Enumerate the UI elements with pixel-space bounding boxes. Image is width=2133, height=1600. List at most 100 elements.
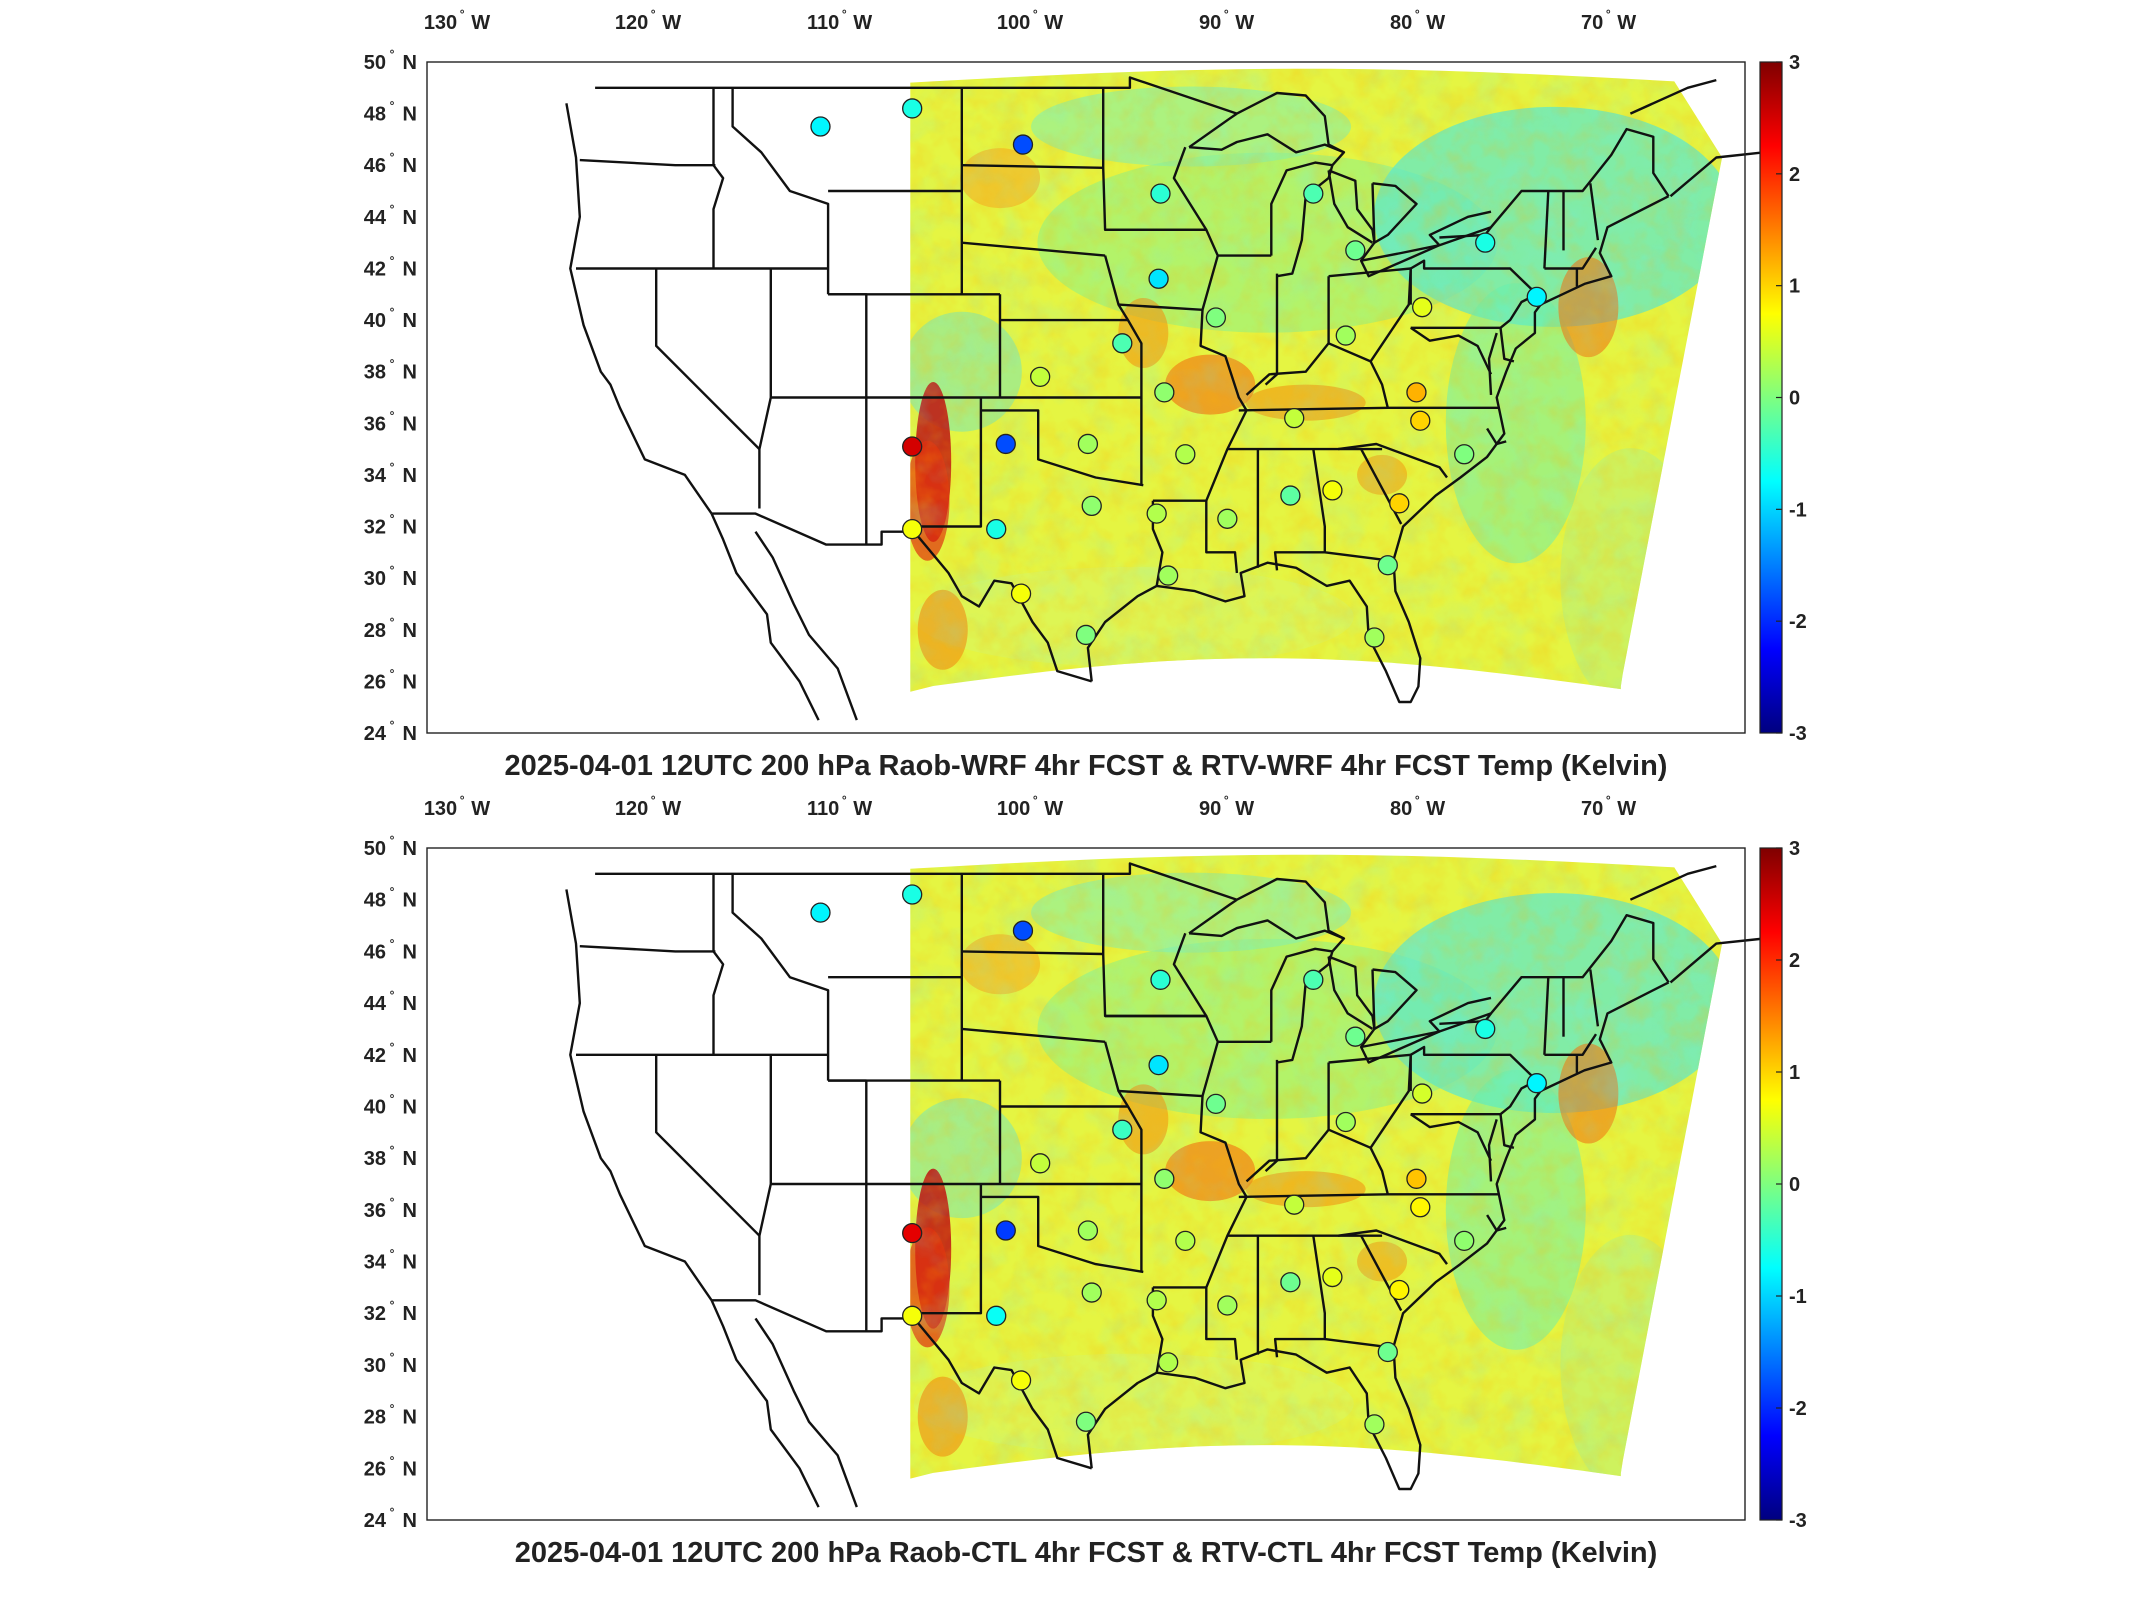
station-marker [1345, 240, 1366, 261]
station-marker [986, 1305, 1007, 1326]
svg-text:N: N [403, 1200, 417, 1222]
lon-tick-label: 80 ° W [1390, 7, 1445, 34]
svg-text:°: ° [1224, 793, 1229, 807]
svg-text:N: N [403, 1355, 417, 1377]
svg-text:130: 130 [424, 798, 457, 820]
lon-tick-label: 110 ° W [807, 793, 872, 820]
station-marker [1412, 297, 1433, 318]
station-marker [1030, 366, 1051, 388]
svg-text:42: 42 [364, 258, 386, 280]
svg-text:N: N [403, 413, 417, 435]
svg-text:W: W [1617, 12, 1636, 34]
svg-text:W: W [662, 798, 681, 820]
station-marker [1526, 286, 1547, 308]
svg-text:24: 24 [364, 723, 387, 745]
svg-text:42: 42 [364, 1045, 386, 1067]
station-marker [1012, 134, 1034, 155]
station-marker [1030, 1153, 1051, 1174]
station-marker [1075, 1411, 1097, 1432]
svg-text:N: N [403, 568, 417, 590]
lon-tick-label: 120 ° W [615, 7, 681, 34]
station-marker [1081, 1282, 1102, 1303]
svg-text:30: 30 [364, 568, 386, 590]
station-marker [1284, 1194, 1305, 1215]
svg-text:N: N [403, 1303, 417, 1325]
svg-text:W: W [1426, 12, 1445, 34]
lat-tick-label: N ° 40 [364, 305, 417, 332]
svg-text:32: 32 [364, 1303, 386, 1325]
station-marker [902, 884, 923, 905]
lat-tick-label: N ° 48 [364, 99, 417, 126]
svg-text:N: N [403, 258, 417, 280]
svg-text:N: N [403, 1045, 417, 1067]
svg-text:N: N [403, 890, 417, 912]
station-marker [1112, 333, 1133, 354]
svg-text:°: ° [1415, 7, 1420, 21]
station-marker [1154, 1168, 1175, 1189]
svg-text:24: 24 [364, 1510, 387, 1532]
station-marker [1280, 1272, 1301, 1293]
svg-text:N: N [403, 1252, 417, 1274]
station-marker [1146, 503, 1167, 524]
station-marker [1377, 555, 1398, 576]
svg-text:50: 50 [364, 52, 386, 74]
map-frame [426, 61, 1746, 734]
svg-text:90: 90 [1199, 12, 1221, 34]
lat-tick-label: N ° 32 [364, 1298, 417, 1325]
lat-tick-label: N ° 28 [364, 615, 417, 642]
colorbar-tick-label: 2 [1789, 164, 1800, 186]
svg-text:°: ° [1415, 793, 1420, 807]
svg-text:50: 50 [364, 838, 386, 860]
lat-tick-label: N °44 [364, 988, 417, 1015]
station-marker [1335, 325, 1356, 346]
svg-text:°: ° [390, 305, 395, 319]
state-boundaries [565, 862, 1765, 1508]
lon-tick-label: 80 ° W [1390, 793, 1445, 820]
colorbar-tick-label: 0 [1789, 388, 1800, 410]
station-marker [1406, 1168, 1427, 1189]
svg-text:°: ° [390, 460, 395, 474]
station-marker [1322, 480, 1343, 501]
svg-text:°: ° [1033, 7, 1038, 21]
station-marker [1205, 1093, 1227, 1115]
svg-text:N: N [403, 310, 417, 332]
svg-text:°: ° [390, 253, 395, 267]
lon-tick-label: 70 ° W [1581, 793, 1636, 820]
lon-tick-label: 100 ° W [997, 7, 1063, 34]
station-marker [1322, 1266, 1343, 1288]
svg-text:°: ° [1224, 7, 1229, 21]
lon-tick-label: 130 ° W [424, 7, 490, 34]
station-marker [902, 1305, 923, 1326]
station-marker [902, 436, 923, 457]
lat-tick-label: N °24 [364, 1505, 417, 1532]
station-marker [1377, 1341, 1398, 1363]
svg-text:70: 70 [1581, 798, 1603, 820]
svg-text:W: W [853, 798, 872, 820]
svg-text:°: ° [390, 150, 395, 164]
station-marker [995, 433, 1016, 455]
svg-text:N: N [403, 517, 417, 539]
svg-text:N: N [403, 993, 417, 1015]
station-marker [1475, 232, 1496, 253]
svg-text:°: ° [651, 7, 656, 21]
svg-text:N: N [403, 941, 417, 963]
raob-stations [810, 884, 1547, 1435]
svg-text:°: ° [390, 512, 395, 526]
svg-text:°: ° [390, 1091, 395, 1105]
svg-text:N: N [403, 155, 417, 177]
colorbar-tick-label: -1 [1789, 499, 1807, 521]
station-marker [1148, 268, 1169, 289]
svg-text:°: ° [390, 1040, 395, 1054]
svg-text:46: 46 [364, 155, 386, 177]
colorbar-tick-label: -1 [1789, 1286, 1807, 1308]
station-marker [902, 1222, 923, 1244]
panel-top-map: 130 ° W 120 ° W 110 ° W 100 ° W 90 ° W 80 ° W 70 ° WN°50N°48… [364, 7, 1807, 782]
lat-tick-label: N ° 32 [364, 512, 417, 539]
panel-title: 2025-04-01 12UTC 200 hPa Raob-WRF 4hr FC… [505, 750, 1668, 782]
station-marker [1410, 410, 1431, 431]
panel-title: 2025-04-01 12UTC 200 hPa Raob-CTL 4hr FC… [515, 1537, 1658, 1569]
svg-text:N: N [403, 362, 417, 384]
station-marker [1112, 1119, 1133, 1140]
svg-text:°: ° [390, 1143, 395, 1157]
svg-text:°: ° [390, 988, 395, 1002]
